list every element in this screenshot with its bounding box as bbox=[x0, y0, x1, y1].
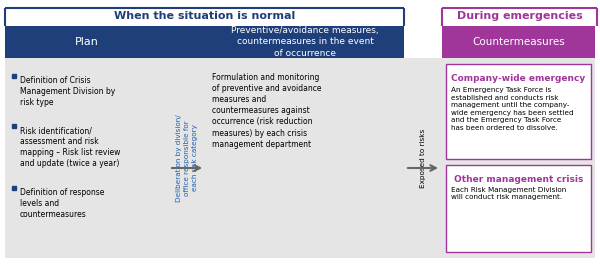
Text: Each Risk Management Division
will conduct risk management.: Each Risk Management Division will condu… bbox=[451, 187, 566, 201]
Bar bbox=[5, 26, 168, 58]
Text: Preventive/avoidance measures,
countermeasures in the event
of occurrence: Preventive/avoidance measures, counterme… bbox=[231, 26, 379, 58]
Text: Deliberation by division/
office responsible for
each risk category: Deliberation by division/ office respons… bbox=[176, 114, 197, 202]
Text: Definition of Crisis
Management Division by
risk type: Definition of Crisis Management Division… bbox=[20, 76, 115, 107]
Bar bbox=[442, 26, 595, 58]
Bar bbox=[168, 58, 206, 258]
Bar bbox=[442, 58, 595, 258]
Text: Other management crisis: Other management crisis bbox=[454, 175, 583, 184]
Text: Risk identification/
assessment and risk
mapping – Risk list review
and update (: Risk identification/ assessment and risk… bbox=[20, 126, 121, 168]
Text: When the situation is normal: When the situation is normal bbox=[114, 11, 295, 21]
Bar bbox=[206, 58, 404, 258]
Text: Countermeasures: Countermeasures bbox=[472, 37, 565, 47]
Text: Plan: Plan bbox=[74, 37, 98, 47]
Bar bbox=[446, 64, 591, 159]
Bar bbox=[206, 26, 404, 58]
Text: An Emergency Task Force is
established and conducts risk
management until the co: An Emergency Task Force is established a… bbox=[451, 87, 574, 130]
Text: Exposed to risks: Exposed to risks bbox=[420, 128, 426, 188]
Text: During emergencies: During emergencies bbox=[457, 11, 583, 21]
Bar bbox=[404, 58, 442, 258]
Text: Formulation and monitoring
of preventive and avoidance
measures and
countermeasu: Formulation and monitoring of preventive… bbox=[212, 73, 322, 149]
Bar bbox=[446, 165, 591, 252]
Bar bbox=[168, 26, 206, 58]
Bar bbox=[5, 58, 168, 258]
Text: Definition of response
levels and
countermeasures: Definition of response levels and counte… bbox=[20, 188, 104, 219]
Text: Company-wide emergency: Company-wide emergency bbox=[451, 74, 586, 83]
